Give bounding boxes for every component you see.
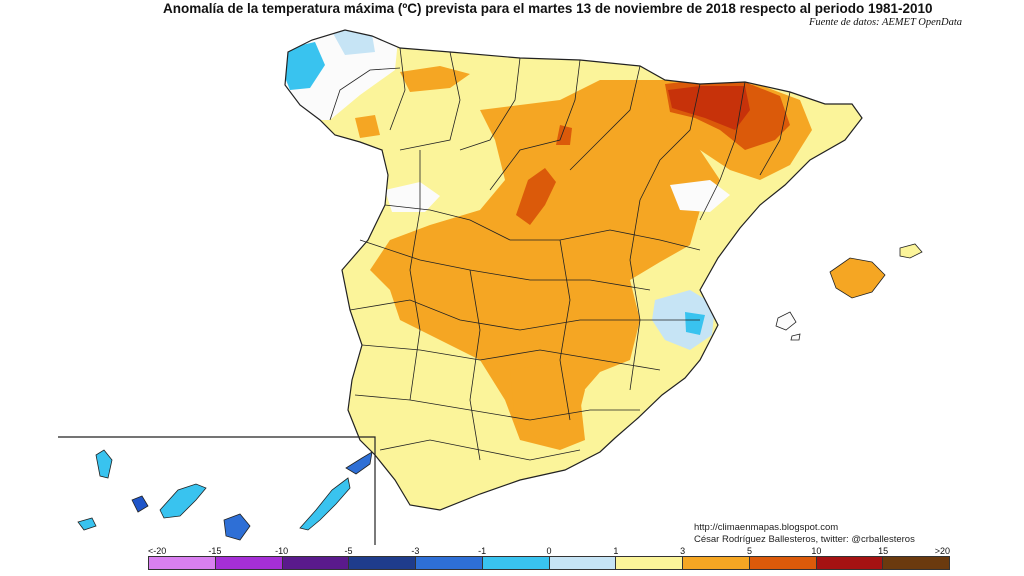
balearic-islands [775,243,923,341]
lanzarote [345,451,373,475]
iberian-hot-zone [516,168,556,225]
legend-tick-label: 0 [546,546,552,556]
menorca [899,243,923,259]
legend-swatch [215,557,283,569]
formentera [790,333,801,341]
data-source: Fuente de datos: AEMET OpenData [808,17,962,28]
canary-islands-inset [58,436,376,545]
legend-swatch [482,557,550,569]
ibiza [775,311,797,331]
legend-tick-label: -1 [478,546,487,556]
ebro-cool-zone [670,180,730,212]
legend-tick-label: -10 [275,546,289,556]
mallorca [829,257,886,299]
map-title: Anomalía de la temperatura máxima (ºC) p… [163,1,933,16]
legend-swatch [549,557,617,569]
inset-frame [58,436,376,545]
legend-tick-label: 1 [613,546,619,556]
legend-tick-label: -3 [411,546,420,556]
central-warm-zone [370,80,720,450]
duero-cool-zone [385,182,440,212]
legend-tick-label: <-20 [148,546,167,556]
legend-tick-label: 15 [878,546,889,556]
legend-tick-label: >20 [934,546,950,556]
valencia-negative-zone [685,312,705,335]
andalusia-warm-zone [510,362,585,440]
legend-swatch [282,557,350,569]
legend-tick-label: 5 [746,546,753,556]
la-palma [95,449,113,479]
legend-tick-label: 3 [680,546,686,556]
legend-swatch [616,557,683,569]
credit-url: http://climaenmapas.blogspot.com [694,522,839,533]
legend-tick-label: -5 [344,546,353,556]
el-hierro [77,517,97,531]
fuerteventura [299,477,351,531]
legend-swatch [683,557,750,569]
la-gomera [131,495,149,513]
legend-ticks: <-20 -15 -10 -5 -3 -1 0 1 3 5 10 15 >20 [148,546,950,556]
tenerife [159,483,207,519]
credit-author: César Rodríguez Ballesteros, twitter: @c… [694,534,915,545]
legend-swatch [883,557,949,569]
legend-swatch [149,557,216,569]
legend-swatch [349,557,416,569]
province-borders [284,29,863,511]
legend-tick-label: 10 [811,546,822,556]
color-legend [148,556,950,570]
legend-swatch [816,557,884,569]
legend-swatch [749,557,817,569]
legend-tick-label: -15 [208,546,222,556]
galicia-negative-zone [285,42,325,90]
pyrenees-hottest-zone [668,86,750,130]
legend-swatch [416,557,483,569]
peninsula [285,30,862,510]
gran-canaria [223,513,251,541]
cantabria-warm-spots [355,66,470,138]
